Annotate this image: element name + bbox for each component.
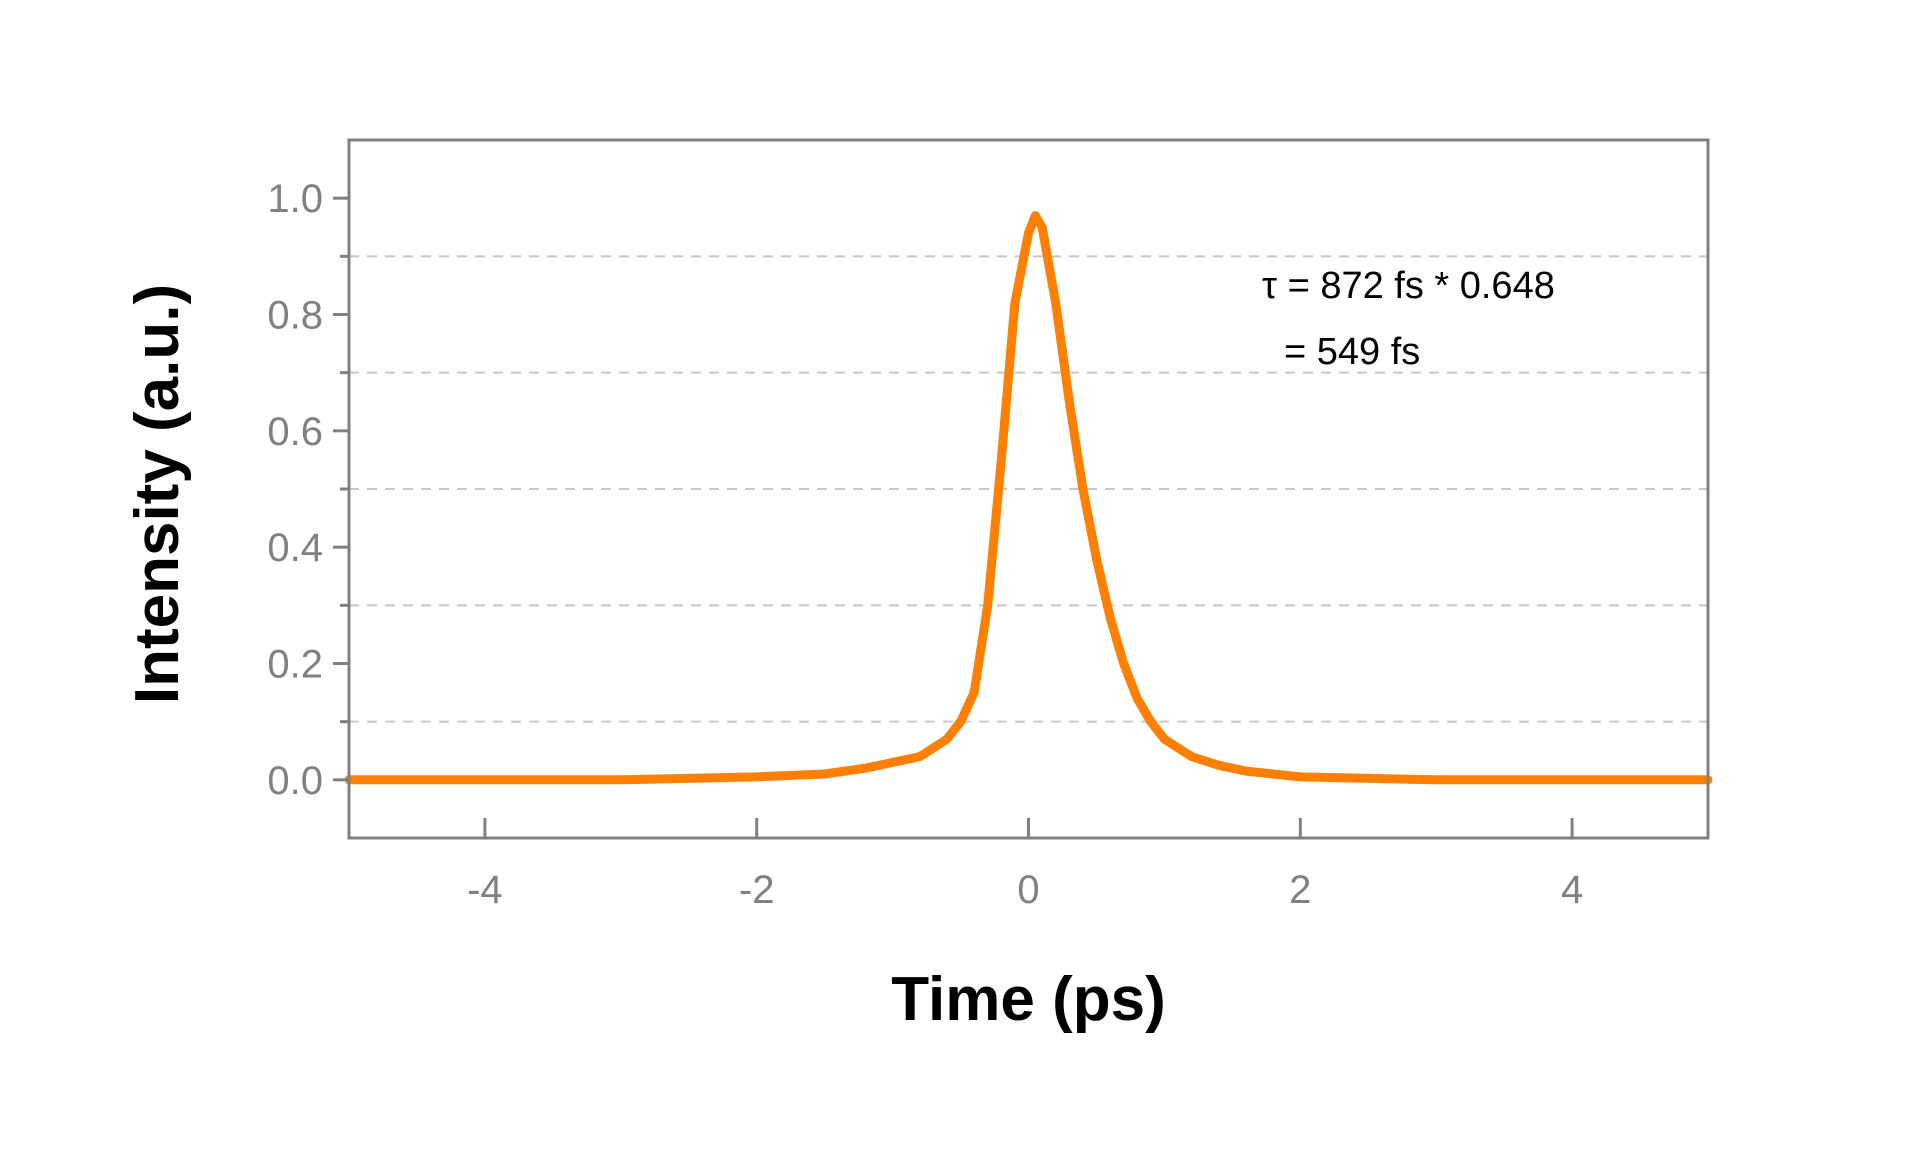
series-layer bbox=[344, 211, 1713, 785]
series-line bbox=[344, 211, 1713, 785]
x-tick-label: 0 bbox=[1017, 868, 1039, 912]
y-tick-label: 0.0 bbox=[267, 759, 323, 803]
x-tick-label: -4 bbox=[467, 868, 503, 912]
x-tick-label: 4 bbox=[1561, 868, 1583, 912]
y-tick-label: 1.0 bbox=[267, 177, 323, 221]
x-axis-title: Time (ps) bbox=[891, 965, 1165, 1034]
grid-lines bbox=[349, 255, 1708, 723]
ticks: 0.0 0.2 0.4 0.6 0.8 1.0 -4 -2 0 2 4 bbox=[267, 177, 1583, 912]
x-tick-label: 2 bbox=[1289, 868, 1311, 912]
x-tick-label: -2 bbox=[739, 868, 775, 912]
annotation-tau-formula: τ = 872 fs * 0.648 bbox=[1262, 265, 1555, 307]
y-axis-title: Intensity (a.u.) bbox=[123, 284, 192, 704]
y-tick-label: 0.6 bbox=[267, 410, 323, 454]
annotation-tau-result: = 549 fs bbox=[1284, 331, 1420, 373]
y-tick-label: 0.2 bbox=[267, 643, 323, 687]
y-tick-label: 0.4 bbox=[267, 526, 323, 570]
y-tick-label: 0.8 bbox=[267, 294, 323, 338]
